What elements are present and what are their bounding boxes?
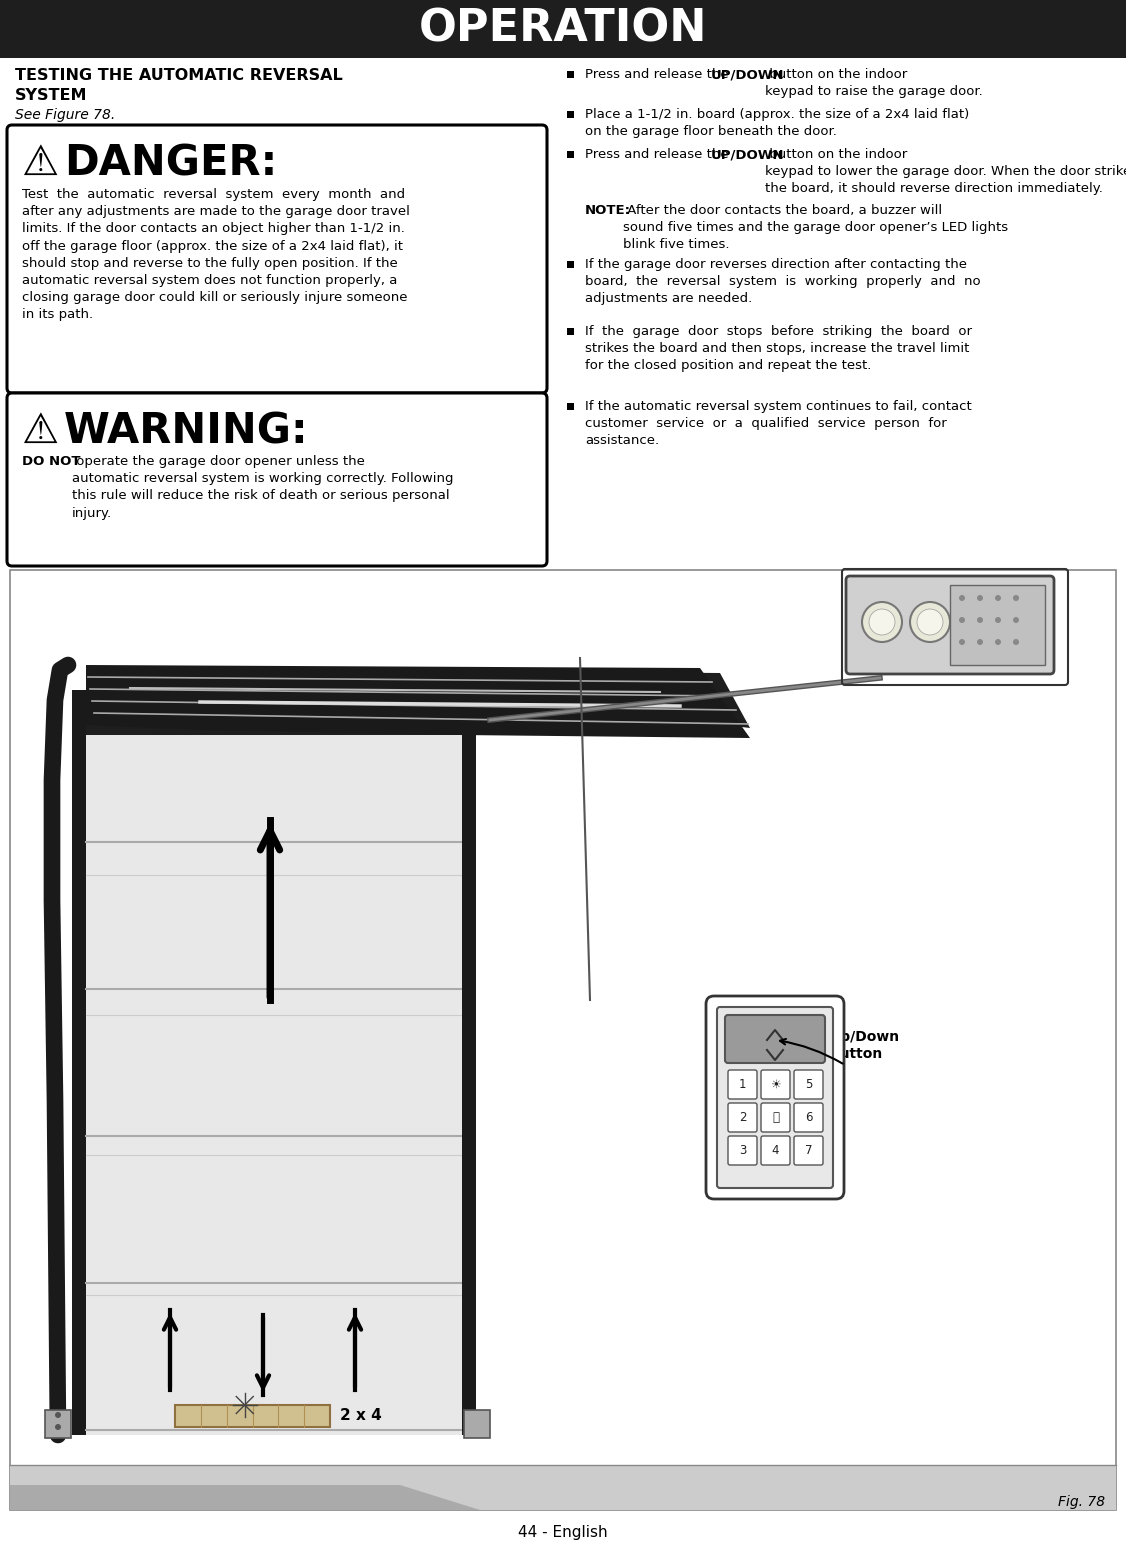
- Text: operate the garage door opener unless the
automatic reversal system is working c: operate the garage door opener unless th…: [72, 455, 454, 519]
- FancyBboxPatch shape: [729, 1069, 757, 1099]
- Text: ☀: ☀: [770, 1079, 780, 1091]
- Text: NOTE:: NOTE:: [586, 203, 631, 217]
- Text: SYSTEM: SYSTEM: [15, 88, 88, 103]
- FancyBboxPatch shape: [761, 1069, 790, 1099]
- Circle shape: [977, 640, 983, 646]
- Circle shape: [55, 1424, 61, 1430]
- Text: After the door contacts the board, a buzzer will
sound five times and the garage: After the door contacts the board, a buz…: [623, 203, 1008, 251]
- Circle shape: [995, 595, 1001, 601]
- FancyBboxPatch shape: [706, 995, 844, 1199]
- Bar: [950, 586, 1045, 666]
- Text: 2 x 4: 2 x 4: [340, 1408, 382, 1424]
- Circle shape: [863, 603, 902, 643]
- Circle shape: [959, 640, 965, 646]
- Text: 1: 1: [739, 1079, 747, 1091]
- Text: button on the indoor
keypad to raise the garage door.: button on the indoor keypad to raise the…: [765, 68, 983, 99]
- Text: TESTING THE AUTOMATIC REVERSAL: TESTING THE AUTOMATIC REVERSAL: [15, 68, 342, 83]
- Bar: [568, 111, 574, 119]
- FancyBboxPatch shape: [794, 1136, 823, 1165]
- Polygon shape: [10, 1486, 480, 1510]
- Text: WARNING:: WARNING:: [64, 410, 309, 452]
- Text: 6: 6: [805, 1111, 812, 1123]
- Bar: [175, 1405, 330, 1427]
- FancyBboxPatch shape: [729, 1136, 757, 1165]
- Polygon shape: [10, 1465, 1116, 1510]
- Bar: [45, 1410, 71, 1438]
- Circle shape: [55, 1412, 61, 1418]
- Bar: [462, 730, 476, 1435]
- FancyBboxPatch shape: [794, 1103, 823, 1133]
- Text: 🔒: 🔒: [772, 1111, 779, 1123]
- Text: If  the  garage  door  stops  before  striking  the  board  or
strikes the board: If the garage door stops before striking…: [586, 325, 972, 373]
- Circle shape: [917, 609, 942, 635]
- Text: 4: 4: [771, 1143, 779, 1157]
- Polygon shape: [86, 666, 750, 738]
- FancyBboxPatch shape: [846, 576, 1054, 673]
- Bar: [568, 151, 574, 159]
- FancyBboxPatch shape: [725, 1016, 825, 1063]
- Text: UP/DOWN: UP/DOWN: [711, 68, 785, 82]
- Text: ⚠: ⚠: [23, 410, 60, 452]
- Circle shape: [910, 603, 950, 643]
- Text: See Figure 78.: See Figure 78.: [15, 108, 115, 122]
- Text: ⚠: ⚠: [23, 142, 60, 183]
- Bar: [72, 690, 86, 1435]
- Text: DANGER:: DANGER:: [64, 142, 277, 183]
- Circle shape: [959, 616, 965, 623]
- Text: 5: 5: [805, 1079, 812, 1091]
- Text: UP/DOWN: UP/DOWN: [711, 148, 785, 160]
- Text: If the automatic reversal system continues to fail, contact
customer  service  o: If the automatic reversal system continu…: [586, 401, 972, 447]
- Circle shape: [995, 640, 1001, 646]
- FancyBboxPatch shape: [7, 393, 547, 566]
- Circle shape: [977, 595, 983, 601]
- Circle shape: [1013, 595, 1019, 601]
- Text: Test  the  automatic  reversal  system  every  month  and
after any adjustments : Test the automatic reversal system every…: [23, 188, 410, 322]
- Bar: [568, 260, 574, 268]
- Text: Fig. 78: Fig. 78: [1057, 1495, 1105, 1509]
- Text: 44 - English: 44 - English: [518, 1526, 608, 1539]
- Circle shape: [977, 616, 983, 623]
- Bar: [0, 0, 1126, 59]
- Text: Up/Down
Button: Up/Down Button: [830, 1029, 900, 1062]
- Text: 7: 7: [805, 1143, 812, 1157]
- FancyBboxPatch shape: [761, 1136, 790, 1165]
- Polygon shape: [86, 667, 750, 727]
- Text: OPERATION: OPERATION: [419, 8, 707, 51]
- Circle shape: [1013, 616, 1019, 623]
- Bar: [568, 328, 574, 334]
- FancyBboxPatch shape: [729, 1103, 757, 1133]
- Text: 2: 2: [739, 1111, 747, 1123]
- FancyBboxPatch shape: [717, 1006, 833, 1188]
- Text: If the garage door reverses direction after contacting the
board,  the  reversal: If the garage door reverses direction af…: [586, 257, 981, 305]
- Circle shape: [1013, 640, 1019, 646]
- Circle shape: [959, 595, 965, 601]
- Circle shape: [869, 609, 895, 635]
- Text: DO NOT: DO NOT: [23, 455, 80, 468]
- Text: Place a 1-1/2 in. board (approx. the size of a 2x4 laid flat)
on the garage floo: Place a 1-1/2 in. board (approx. the siz…: [586, 108, 969, 139]
- Bar: [568, 71, 574, 79]
- Circle shape: [995, 616, 1001, 623]
- Bar: [568, 404, 574, 410]
- FancyBboxPatch shape: [7, 125, 547, 393]
- FancyBboxPatch shape: [794, 1069, 823, 1099]
- Text: 3: 3: [739, 1143, 747, 1157]
- Polygon shape: [86, 695, 475, 1430]
- FancyBboxPatch shape: [761, 1103, 790, 1133]
- Bar: [86, 735, 462, 1435]
- Text: Press and release the: Press and release the: [586, 68, 733, 82]
- Bar: [10, 570, 1116, 1510]
- Bar: [464, 1410, 490, 1438]
- Text: button on the indoor
keypad to lower the garage door. When the door strikes
the : button on the indoor keypad to lower the…: [765, 148, 1126, 196]
- Text: Press and release the: Press and release the: [586, 148, 733, 160]
